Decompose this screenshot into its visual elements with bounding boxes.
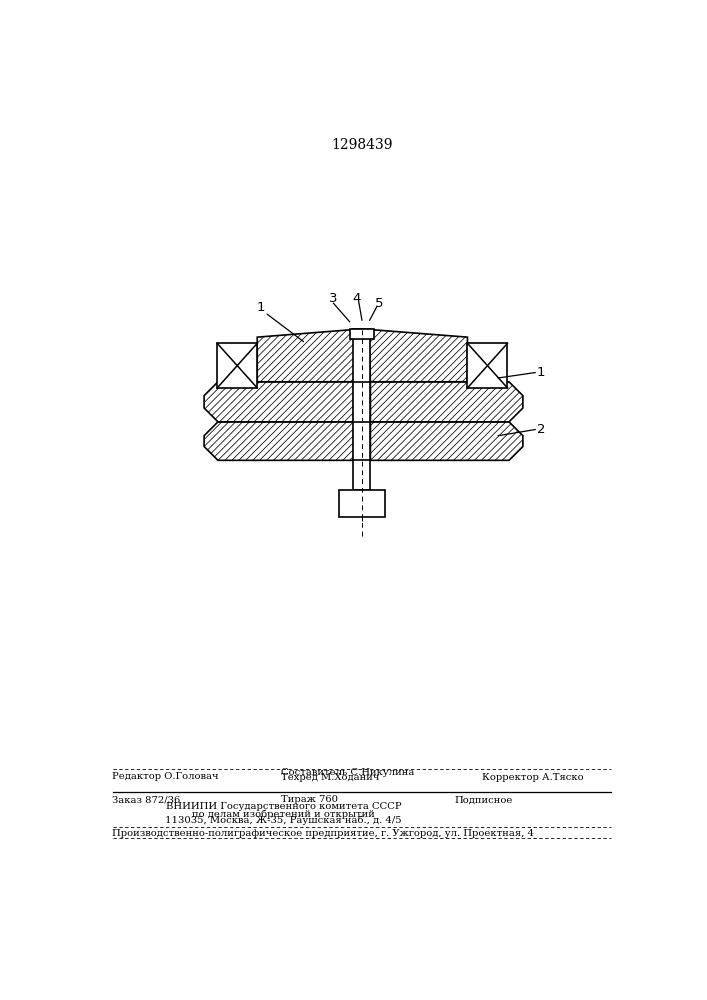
Text: 1298439: 1298439 [331, 138, 392, 152]
Polygon shape [339, 490, 385, 517]
Text: 4: 4 [352, 292, 361, 305]
Polygon shape [351, 329, 373, 339]
Polygon shape [369, 329, 467, 382]
Text: 2: 2 [537, 423, 545, 436]
Text: ВНИИПИ Государственного комитета СССР: ВНИИПИ Государственного комитета СССР [165, 802, 401, 811]
Polygon shape [370, 382, 523, 422]
Text: 113035, Москва, Ж-35, Раушская наб., д. 4/5: 113035, Москва, Ж-35, Раушская наб., д. … [165, 816, 402, 825]
Polygon shape [204, 382, 354, 422]
Text: 1: 1 [537, 366, 545, 379]
Text: по делам изобретений и открытий: по делам изобретений и открытий [192, 809, 375, 819]
Text: Производственно-полиграфическое предприятие, г. Ужгород, ул. Проектная, 4: Производственно-полиграфическое предприя… [112, 829, 534, 838]
Polygon shape [467, 343, 508, 388]
Polygon shape [354, 329, 370, 490]
Text: Тираж 760: Тираж 760 [281, 795, 338, 804]
Polygon shape [257, 329, 355, 382]
Text: 3: 3 [329, 292, 338, 305]
Polygon shape [217, 343, 257, 388]
Text: 1: 1 [257, 301, 265, 314]
Text: Подписное: Подписное [455, 795, 513, 804]
Polygon shape [204, 422, 354, 460]
Text: 5: 5 [375, 297, 384, 310]
Text: Заказ 872/36: Заказ 872/36 [112, 795, 180, 804]
Text: Корректор А.Тяско: Корректор А.Тяско [482, 773, 584, 782]
Text: Техред М.Ходанич: Техред М.Ходанич [281, 773, 379, 782]
Polygon shape [370, 422, 523, 460]
Text: Редактор О.Головач: Редактор О.Головач [112, 772, 218, 781]
Text: Составитель С.Никулина: Составитель С.Никулина [281, 768, 414, 777]
